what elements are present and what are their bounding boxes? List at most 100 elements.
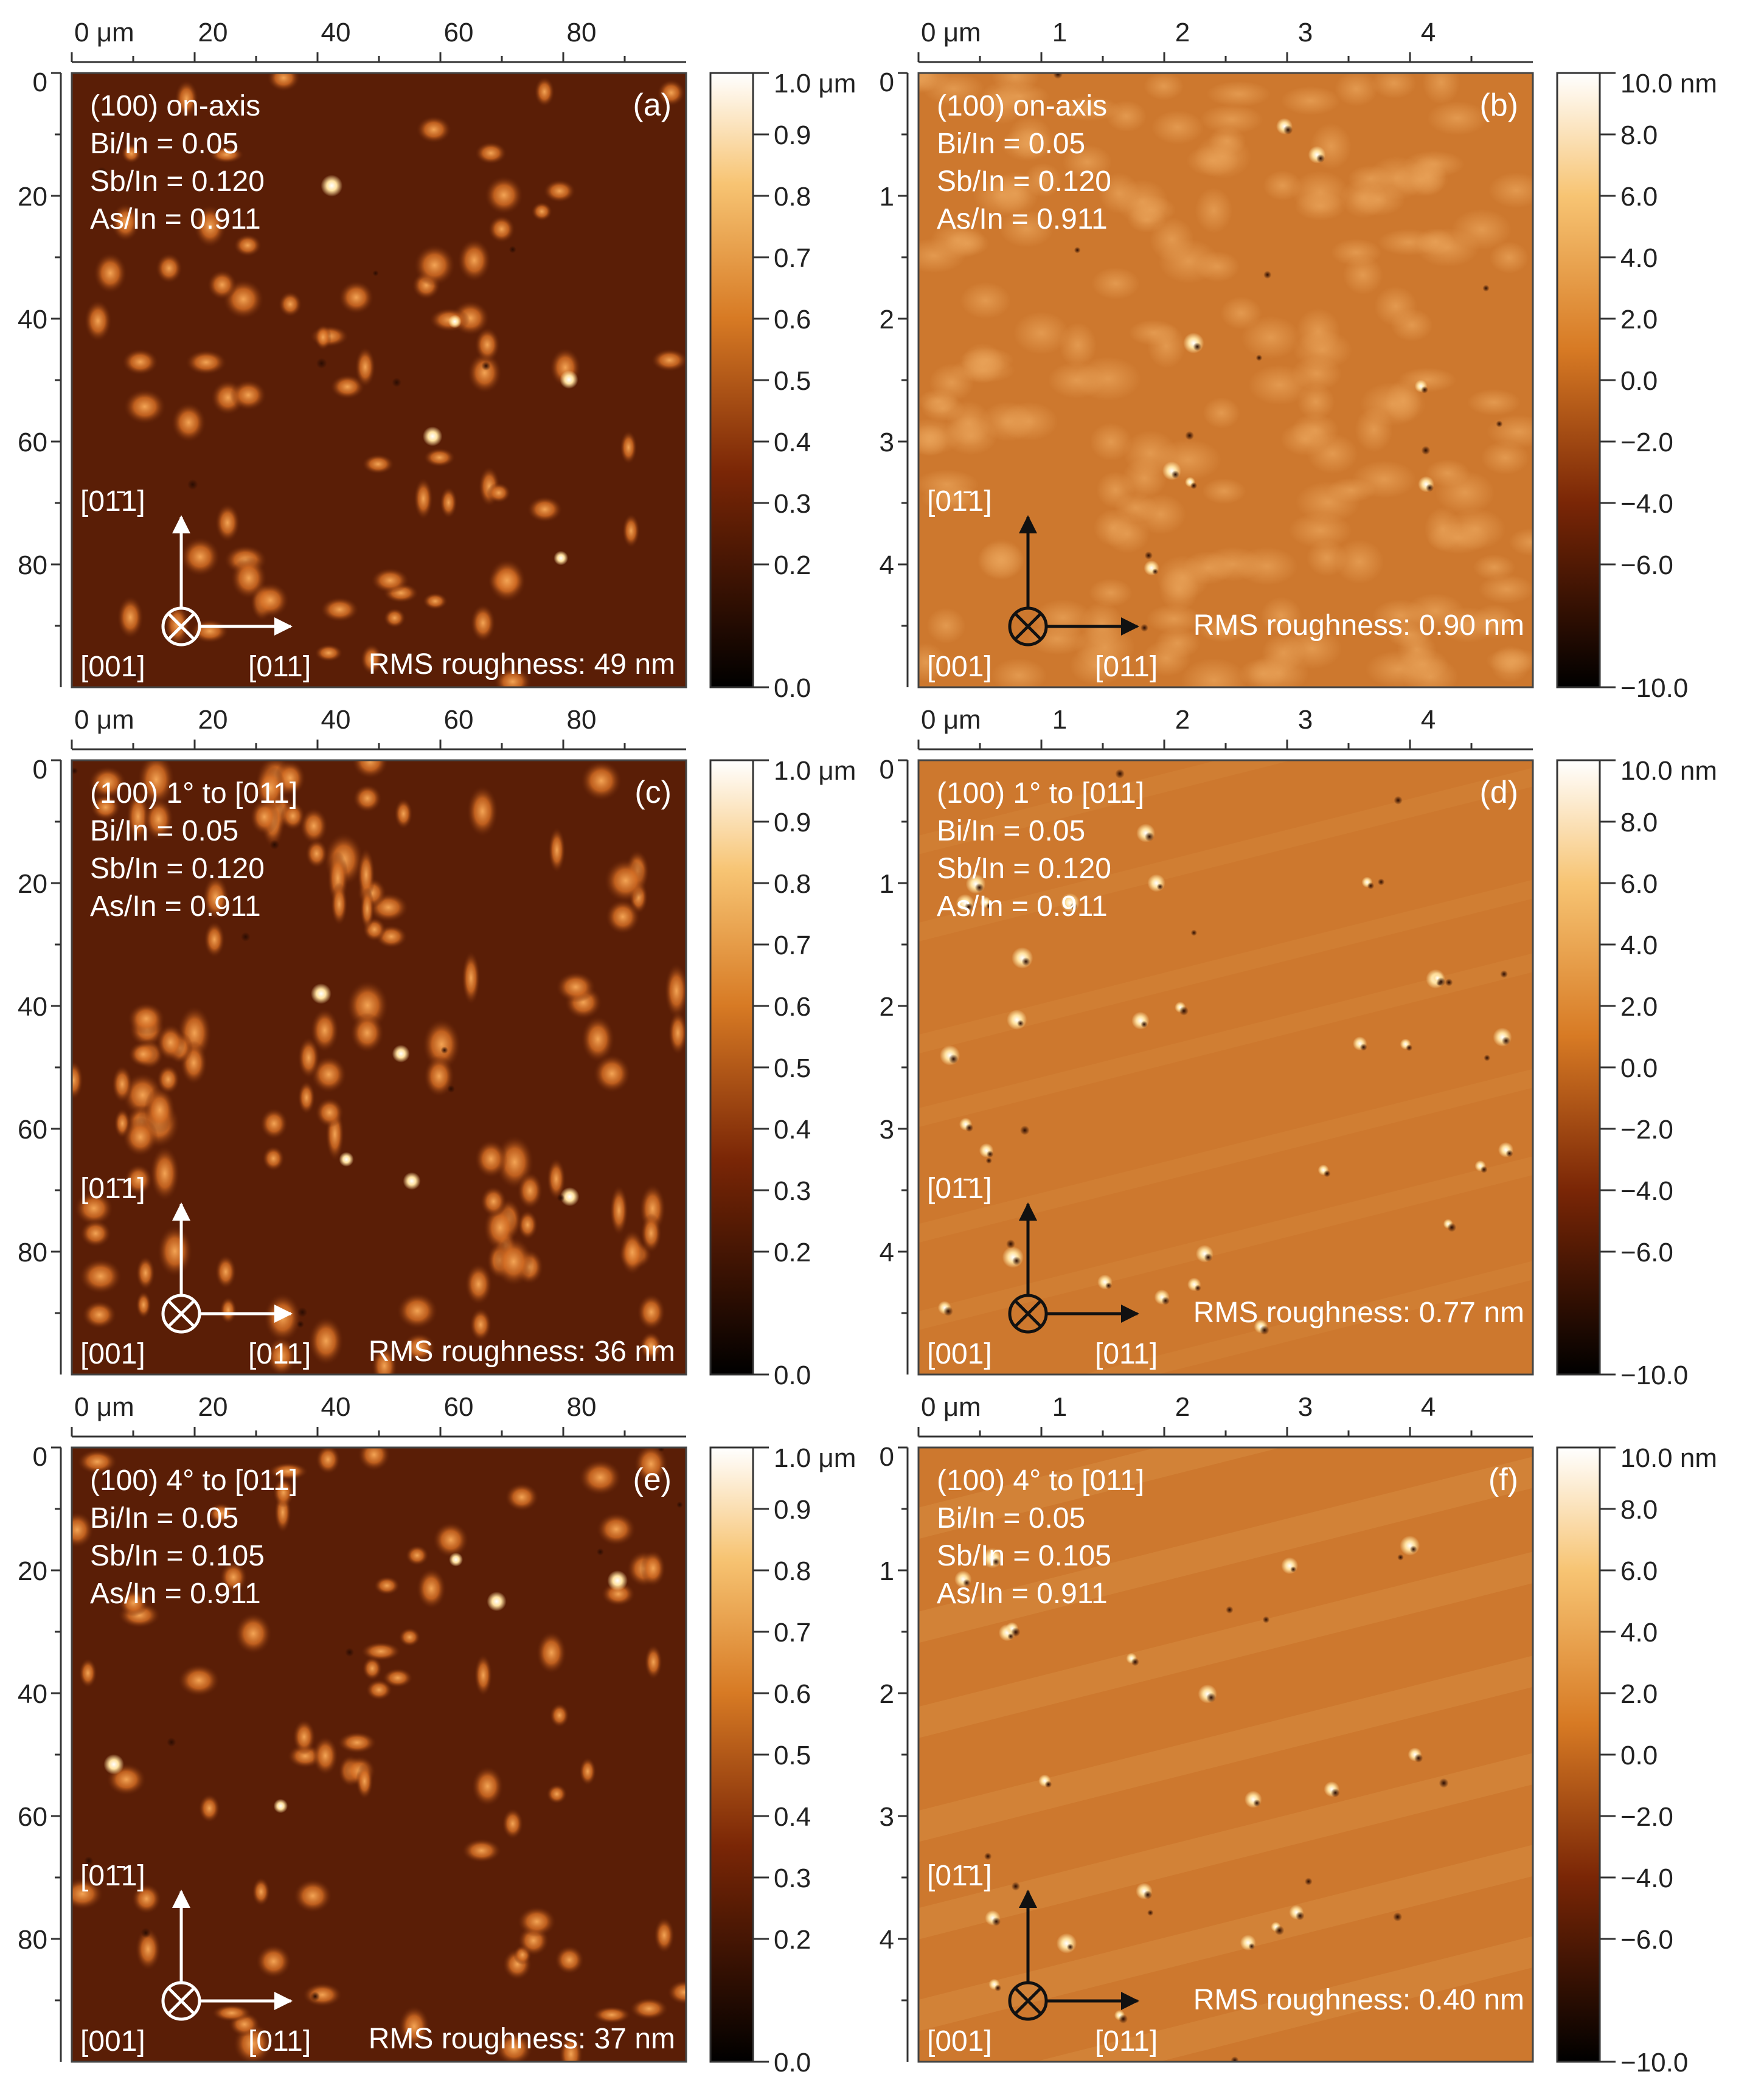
colorbar-label: 0.5 [774,1053,811,1083]
top-tick-label: 4 [1421,1392,1436,1422]
direction-into-icon [1008,1294,1048,1334]
direction-right-label: [011] [248,1338,311,1370]
image-frame [917,759,1534,1376]
colorbar-label: 8.0 [1620,1495,1658,1525]
top-tick-label: 1 [1052,705,1067,735]
sample-info-line: (100) on-axis [90,90,260,122]
colorbar-label: −10.0 [1620,1361,1688,1390]
top-tick-label: 80 [567,705,597,735]
rms-roughness: RMS roughness: 49 nm [369,648,675,681]
sample-info-line: As/In = 0.911 [90,1578,261,1610]
panel-a: 0 μm 0 20 20 40 40 60 60 80 80 (100) on-axis Bi/In … [18,18,856,703]
top-tick-label: 3 [1298,18,1313,47]
direction-into-label: [001] [80,1338,145,1370]
sample-info-line: Sb/In = 0.105 [90,1540,265,1572]
top-tick-label: 40 [321,705,351,735]
left-tick-label: 0 [880,755,894,785]
direction-into-icon [1008,606,1048,647]
top-tick-label: 80 [567,1392,597,1422]
colorbar-b: 10.0 nm 8.0 6.0 4.0 2.0 0.0 −2.0 −4.0 −6.0 −10.0 [1556,69,1717,703]
panel-f: 0 μm 0 1 1 2 2 3 3 4 4 (100) 4° to [011] Bi/In = 0.… [880,1392,1717,2078]
colorbar-label: −4.0 [1620,1176,1673,1206]
colorbar-label: 0.0 [774,1361,811,1390]
colorbar-label: 0.2 [774,1925,811,1955]
top-tick-label: 40 [321,18,351,47]
colorbar-d: 10.0 nm 8.0 6.0 4.0 2.0 0.0 −2.0 −4.0 −6.0 −10.0 [1556,756,1717,1390]
colorbar-label: 0.4 [774,1802,811,1832]
left-tick-label: 2 [880,1679,894,1709]
left-tick-label: 0 [880,1442,894,1472]
top-tick-label: 20 [198,705,228,735]
colorbar-label: 0.2 [774,1238,811,1267]
sample-info-line: Sb/In = 0.120 [937,165,1111,198]
top-tick-label: 3 [1298,705,1313,735]
top-tick-label: 0 μm [74,1392,134,1422]
sample-info-line: (100) 4° to [011] [90,1465,297,1497]
direction-into-icon [161,1981,201,2021]
sample-info-line: Bi/In = 0.05 [937,1502,1085,1534]
direction-into-label: [001] [927,2025,992,2057]
panel-b: 0 μm 0 1 1 2 2 3 3 4 4 (100) on-axis Bi/In = 0.05 Sb… [880,18,1717,703]
colorbar-label: 0.9 [774,1495,811,1525]
direction-right-label: [011] [1095,651,1158,683]
left-tick-label: 40 [18,305,47,335]
colorbar-label: 0.8 [774,869,811,899]
left-tick-label: 0 [33,755,47,785]
direction-up-label: [01̄1] [80,1860,145,1892]
afm-texture-f [918,1447,1533,2062]
direction-into-label: [001] [80,651,145,683]
top-tick-label: 4 [1421,18,1436,47]
colorbar-label: −4.0 [1620,1863,1673,1893]
colorbar-label: 0.2 [774,550,811,580]
left-tick-label: 1 [880,869,894,899]
sample-info-line: (100) 1° to [011] [90,777,297,809]
top-tick-label: 20 [198,18,228,47]
image-frame [917,1446,1534,2063]
colorbar-label: 0.0 [1620,366,1658,396]
colorbar-label: 0.0 [774,673,811,703]
afm-texture-b [918,73,1533,687]
colorbar-label: −10.0 [1620,2048,1688,2078]
top-tick-label: 1 [1052,18,1067,47]
sample-info-line: As/In = 0.911 [937,203,1108,235]
colorbar-gradient [709,1446,754,2063]
left-tick-label: 20 [18,869,47,899]
left-tick-label: 80 [18,1925,47,1955]
colorbar-c: 1.0 μm 0.9 0.8 0.7 0.6 0.5 0.4 0.3 0.2 0.0 [709,756,856,1390]
colorbar-label: 2.0 [1620,992,1658,1022]
colorbar-label: 0.4 [774,428,811,457]
colorbar-label: 8.0 [1620,120,1658,150]
colorbar-label: 0.7 [774,1618,811,1648]
afm-texture-c [72,760,686,1375]
left-tick-label: 20 [18,182,47,212]
colorbar-gradient [1556,72,1601,688]
afm-image-d [918,760,1533,1375]
colorbar-label: 0.7 [774,931,811,960]
colorbar-label: 6.0 [1620,869,1658,899]
top-tick-label: 60 [444,18,474,47]
sample-info-line: Bi/In = 0.05 [937,128,1085,160]
left-tick-label: 60 [18,428,47,457]
sample-info-line: As/In = 0.911 [937,890,1108,923]
colorbar-label: 0.5 [774,1741,811,1770]
colorbar-label: 6.0 [1620,182,1658,212]
sample-info-line: Bi/In = 0.05 [90,128,238,160]
left-tick-label: 4 [880,1925,894,1955]
top-tick-label: 4 [1421,705,1436,735]
colorbar-label: −2.0 [1620,428,1673,457]
top-tick-label: 2 [1175,1392,1190,1422]
colorbar-gradient [709,72,754,688]
colorbar-f: 10.0 nm 8.0 6.0 4.0 2.0 0.0 −2.0 −4.0 −6.0 −10.0 [1556,1443,1717,2078]
afm-texture-e [72,1447,686,2062]
panel-e: 0 μm 0 20 20 40 40 60 60 80 80 (100) 4° to [011] Bi… [18,1392,856,2078]
panel-c: 0 μm 0 20 20 40 40 60 60 80 80 (100) 1° to [011] Bi… [18,705,856,1390]
panel-label: (d) [1479,775,1518,810]
colorbar-label: 0.3 [774,1863,811,1893]
colorbar-label: 6.0 [1620,1556,1658,1586]
rms-roughness: RMS roughness: 37 nm [369,2023,675,2055]
sample-info-line: (100) 4° to [011] [937,1465,1144,1497]
rms-roughness: RMS roughness: 0.40 nm [1193,1984,1524,2016]
left-tick-label: 2 [880,305,894,335]
panel-label: (c) [634,775,672,810]
